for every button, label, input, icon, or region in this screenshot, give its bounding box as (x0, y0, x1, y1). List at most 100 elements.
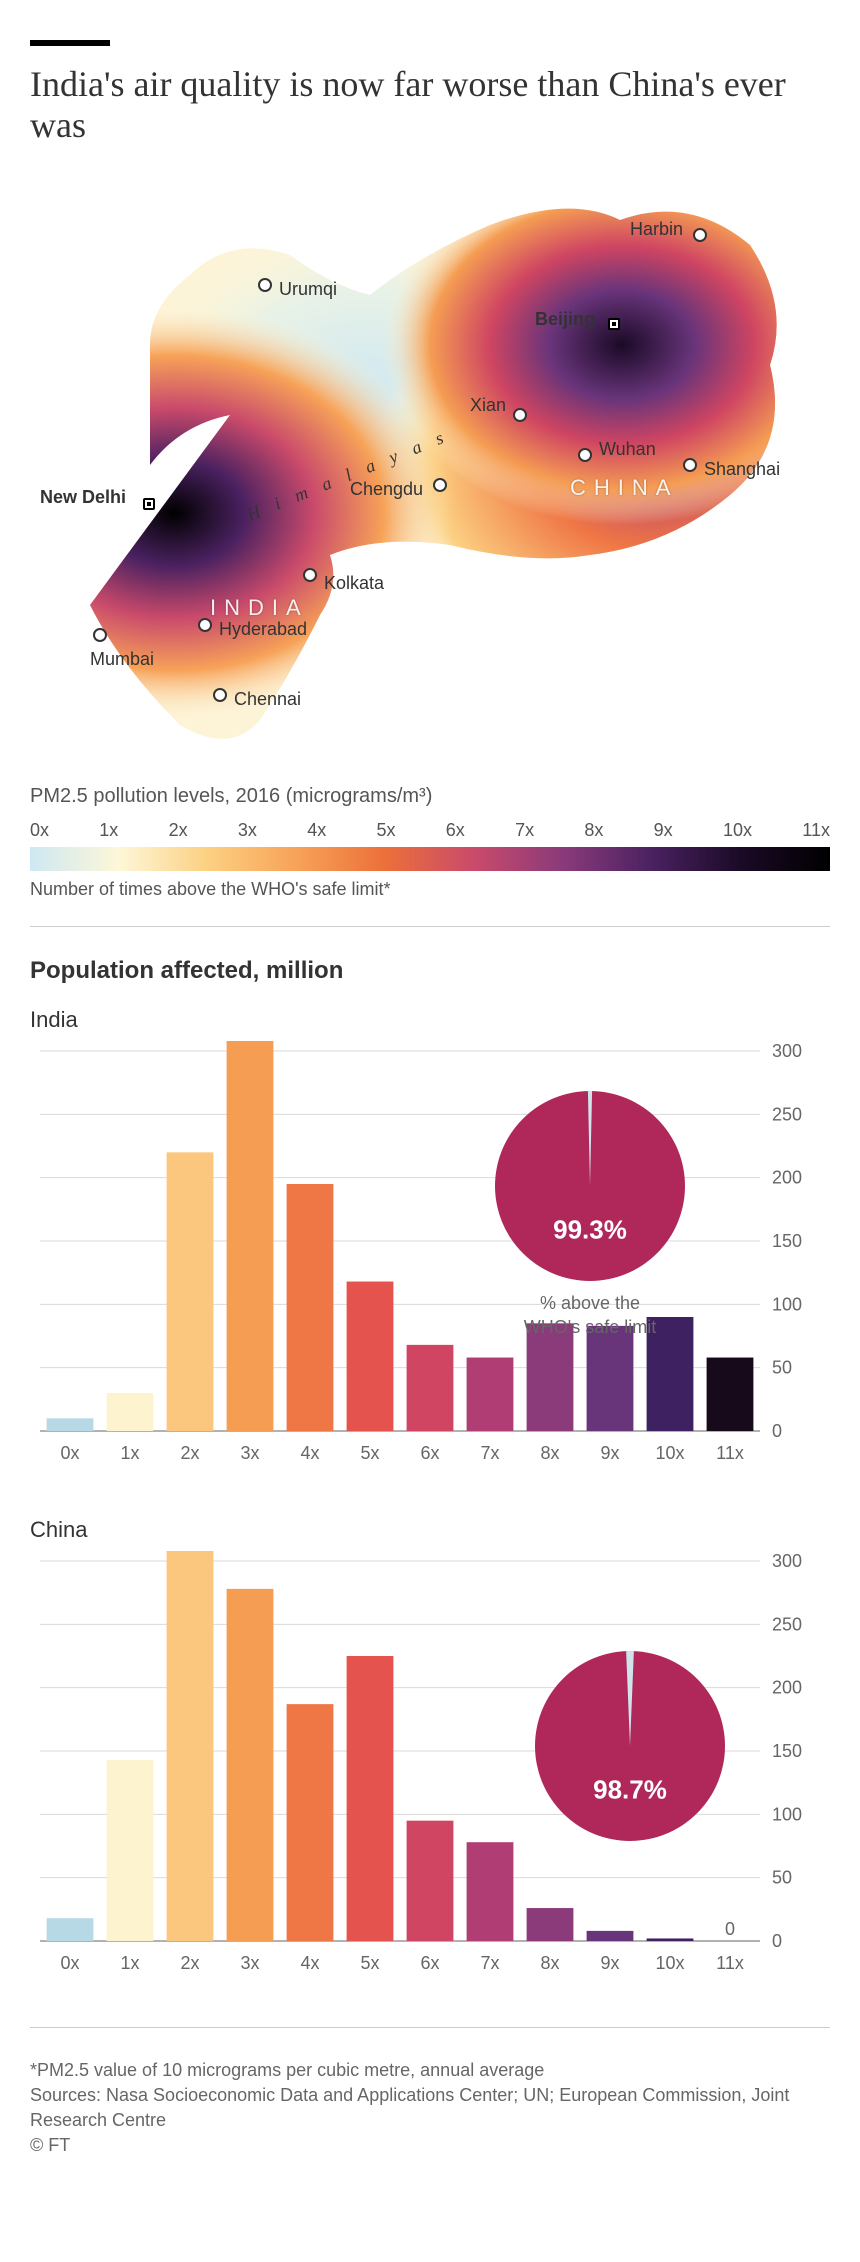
legend-title: PM2.5 pollution levels, 2016 (micrograms… (30, 785, 830, 808)
y-tick-label: 200 (772, 1167, 802, 1187)
x-tick-label: 7x (480, 1443, 499, 1463)
footnote-line: *PM2.5 value of 10 micrograms per cubic … (30, 2058, 830, 2083)
bar (527, 1908, 574, 1941)
legend-tick: 2x (169, 820, 188, 841)
bar (467, 1357, 514, 1430)
x-tick-label: 8x (540, 1443, 559, 1463)
footnote-line: © FT (30, 2133, 830, 2158)
x-tick-label: 4x (300, 1953, 319, 1973)
legend-subtitle: Number of times above the WHO's safe lim… (30, 879, 830, 900)
chart-country-title: India (30, 1007, 830, 1033)
y-tick-label: 150 (772, 1231, 802, 1251)
x-tick-label: 3x (240, 1953, 259, 1973)
y-tick-label: 100 (772, 1804, 802, 1824)
bar (167, 1152, 214, 1431)
city-marker (608, 318, 620, 330)
legend-tick: 7x (515, 820, 534, 841)
bar (287, 1704, 334, 1941)
pie-percent-label: 98.7% (593, 1774, 667, 1804)
city-label: Shanghai (704, 459, 780, 480)
x-tick-label: 2x (180, 1443, 199, 1463)
footnote-line: Sources: Nasa Socioeconomic Data and App… (30, 2083, 830, 2133)
y-tick-label: 250 (772, 1104, 802, 1124)
y-tick-label: 250 (772, 1614, 802, 1634)
chart-svg: 0501001502002503000x1x2x3x4x5x6x7x8x9x10… (30, 1041, 830, 1481)
bar (707, 1357, 754, 1430)
city-marker (198, 618, 212, 632)
x-tick-label: 2x (180, 1953, 199, 1973)
city-label: Chennai (234, 689, 301, 710)
y-tick-label: 0 (772, 1421, 782, 1441)
bar-chart: India0501001502002503000x1x2x3x4x5x6x7x8… (30, 1007, 830, 1487)
y-tick-label: 50 (772, 1867, 792, 1887)
city-label: Xian (470, 395, 506, 416)
bar (407, 1345, 454, 1431)
zero-value-label: 0 (725, 1919, 735, 1939)
city-marker (93, 628, 107, 642)
city-marker (433, 478, 447, 492)
city-label: Harbin (630, 219, 683, 240)
legend-tick: 9x (654, 820, 673, 841)
city-marker (303, 568, 317, 582)
x-tick-label: 6x (420, 1953, 439, 1973)
bar (407, 1820, 454, 1940)
x-tick-label: 1x (120, 1443, 139, 1463)
bar (107, 1393, 154, 1431)
y-tick-label: 100 (772, 1294, 802, 1314)
x-tick-label: 11x (716, 1443, 744, 1463)
city-label: Wuhan (599, 439, 656, 460)
pie-sub-label: % above the (540, 1293, 640, 1313)
bar (47, 1418, 94, 1431)
country-label: CHINA (570, 475, 678, 501)
x-tick-label: 5x (360, 1953, 379, 1973)
legend-tick: 5x (376, 820, 395, 841)
chart-country-title: China (30, 1517, 830, 1543)
map-legend: PM2.5 pollution levels, 2016 (micrograms… (30, 785, 830, 900)
x-tick-label: 4x (300, 1443, 319, 1463)
legend-tick: 4x (307, 820, 326, 841)
city-marker (143, 498, 155, 510)
city-marker (513, 408, 527, 422)
legend-tick: 0x (30, 820, 49, 841)
y-tick-label: 300 (772, 1041, 802, 1061)
city-marker (683, 458, 697, 472)
x-tick-label: 6x (420, 1443, 439, 1463)
footnote: *PM2.5 value of 10 micrograms per cubic … (30, 2058, 830, 2159)
bar (287, 1184, 334, 1431)
page-title: India's air quality is now far worse tha… (30, 64, 830, 147)
city-marker (258, 278, 272, 292)
legend-tick: 6x (446, 820, 465, 841)
x-tick-label: 10x (655, 1953, 684, 1973)
bar-section-title: Population affected, million (30, 957, 830, 985)
x-tick-label: 5x (360, 1443, 379, 1463)
bar (227, 1041, 274, 1431)
city-label: Chengdu (350, 479, 423, 500)
bar (587, 1931, 634, 1941)
y-tick-label: 0 (772, 1931, 782, 1951)
bar (167, 1551, 214, 1941)
city-label: Mumbai (90, 649, 154, 670)
bar (647, 1938, 694, 1941)
legend-tick: 8x (584, 820, 603, 841)
pie-percent-label: 99.3% (553, 1214, 627, 1244)
city-label: New Delhi (40, 487, 126, 508)
x-tick-label: 7x (480, 1953, 499, 1973)
legend-tick: 10x (723, 820, 752, 841)
bar (347, 1281, 394, 1430)
bar (467, 1842, 514, 1941)
title-rule (30, 40, 110, 46)
chart-svg: 0501001502002503000x1x2x3x4x5x6x7x8x9x10… (30, 1551, 830, 1991)
x-tick-label: 9x (600, 1443, 619, 1463)
y-tick-label: 300 (772, 1551, 802, 1571)
y-tick-label: 50 (772, 1357, 792, 1377)
bar-chart: China0501001502002503000x1x2x3x4x5x6x7x8… (30, 1517, 830, 1997)
x-tick-label: 3x (240, 1443, 259, 1463)
map-region: INDIACHINAH i m a l a y a sHarbinUrumqiB… (30, 165, 830, 765)
divider (30, 2027, 830, 2028)
bar (587, 1326, 634, 1431)
divider (30, 926, 830, 927)
pie-sub-label: WHO's safe limit (524, 1317, 656, 1337)
bar (527, 1323, 574, 1431)
x-tick-label: 1x (120, 1953, 139, 1973)
legend-ticks: 0x1x2x3x4x5x6x7x8x9x10x11x (30, 820, 830, 841)
